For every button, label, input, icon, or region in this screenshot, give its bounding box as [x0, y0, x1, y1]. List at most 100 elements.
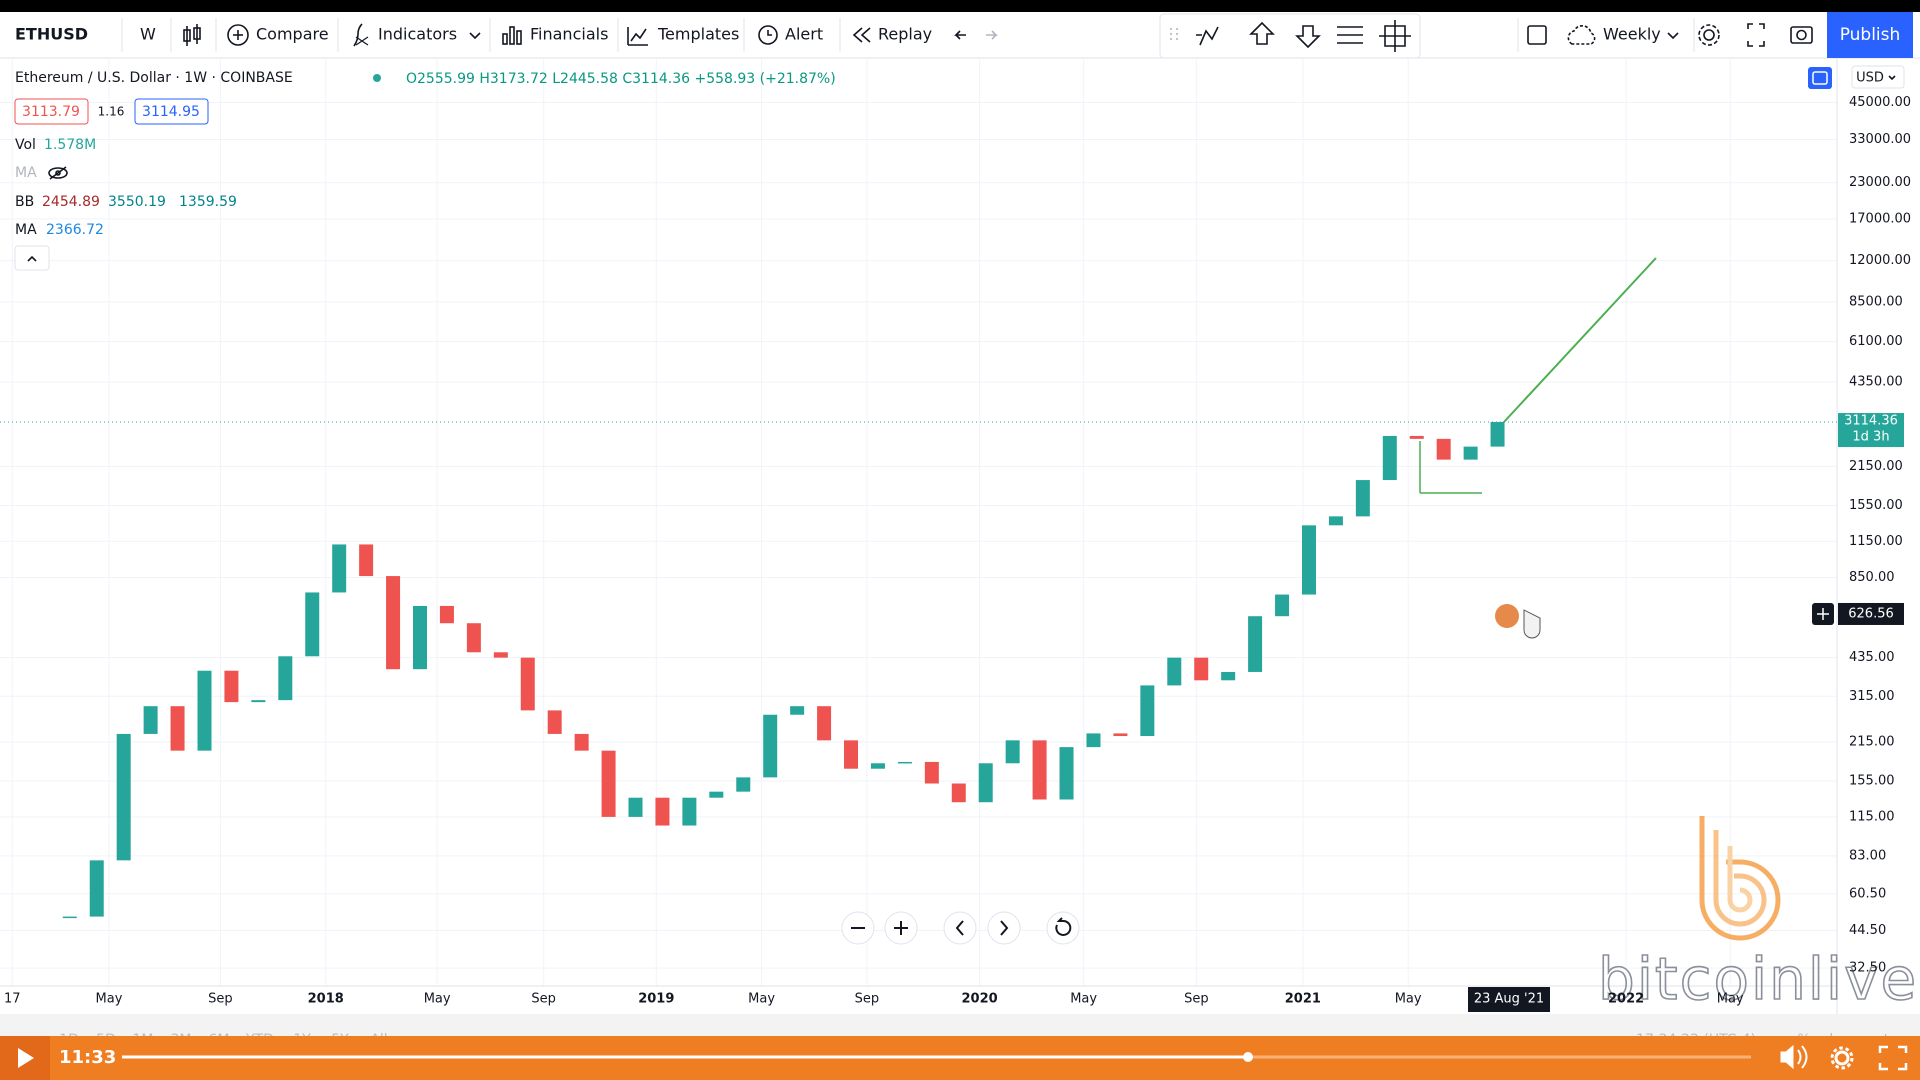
top-strip	[0, 0, 1920, 12]
layout-icon[interactable]	[1527, 25, 1547, 45]
spread: 1.16	[98, 105, 125, 119]
y-tick-label: 60.50	[1849, 886, 1886, 901]
sync-button[interactable]	[1808, 67, 1832, 89]
y-tick-label: 12000.00	[1849, 253, 1911, 268]
toolbar-item[interactable]: Templates	[657, 25, 739, 44]
candle	[170, 706, 185, 751]
candle	[897, 761, 912, 764]
currency-chevron[interactable]	[1888, 75, 1896, 81]
x-tick-label: May	[1395, 992, 1422, 1007]
toolbar-item[interactable]: Replay	[878, 25, 932, 44]
settings-icon[interactable]	[1698, 24, 1720, 46]
toolbar-item[interactable]: Indicators	[378, 25, 457, 44]
publish-label[interactable]: Publish	[1840, 25, 1901, 45]
candle	[520, 657, 535, 711]
interval[interactable]: W	[140, 25, 156, 44]
collapse-icon[interactable]	[27, 255, 37, 262]
fullscreen-icon[interactable]	[1747, 23, 1765, 47]
indicator-name: BB	[15, 194, 34, 210]
toolbar-item[interactable]: Alert	[785, 25, 823, 44]
zoom-out[interactable]	[841, 911, 875, 945]
replay-icon[interactable]	[852, 27, 871, 43]
y-tick-label: 33000.00	[1849, 132, 1911, 147]
y-tick-label: 83.00	[1849, 848, 1886, 863]
drawing-tools[interactable]	[1170, 20, 1411, 52]
candle	[790, 706, 805, 715]
financials-icon[interactable]	[502, 26, 522, 45]
chart-style-icon[interactable]	[183, 24, 201, 46]
candle	[359, 544, 374, 577]
progress-handle[interactable]	[1243, 1052, 1253, 1062]
crosshair-date: 23 Aug '21	[1474, 992, 1544, 1007]
publish-button[interactable]	[1827, 12, 1913, 58]
mouse-cursor	[1523, 609, 1541, 639]
ask-box[interactable]	[134, 98, 209, 125]
compare-icon[interactable]	[227, 24, 249, 46]
x-tick-label: Sep	[855, 992, 880, 1007]
candle	[574, 733, 589, 751]
toolbar-item[interactable]: Compare	[256, 25, 329, 44]
candle	[1113, 733, 1128, 737]
candle	[1490, 422, 1505, 447]
currency[interactable]: USD	[1856, 71, 1884, 86]
y-tick-label: 155.00	[1849, 774, 1895, 789]
x-tick-label: May	[1070, 992, 1097, 1007]
candle	[1221, 671, 1236, 681]
timeframe[interactable]: Weekly	[1603, 25, 1661, 44]
video-controls[interactable]	[1780, 1044, 1908, 1071]
crosshair-add-icon[interactable]	[1817, 607, 1829, 620]
bid[interactable]: 3113.79	[22, 104, 80, 120]
zoom-in[interactable]	[884, 911, 918, 945]
candle	[763, 714, 778, 778]
indicator-value: 2454.89	[42, 194, 100, 210]
grid	[0, 59, 1837, 986]
market-status	[373, 74, 381, 82]
indicator-name: MA	[15, 165, 37, 181]
indicator-value: 1359.59	[179, 194, 237, 210]
candle	[951, 783, 966, 803]
templates-icon[interactable]	[627, 27, 648, 46]
indicator-name: Vol	[15, 137, 36, 153]
alert-icon[interactable]	[758, 25, 778, 45]
candle	[89, 860, 104, 917]
y-tick-label: 2150.00	[1849, 459, 1903, 474]
indicator-legend: Vol 1.578M MA BB 2454.89 3550.19 1359.59 MA 2366…	[15, 137, 237, 238]
scroll-left[interactable]	[943, 911, 977, 945]
cloud-icon[interactable]	[1567, 25, 1596, 45]
play-icon[interactable]	[18, 1048, 34, 1068]
y-tick-label: 1550.00	[1849, 498, 1903, 513]
y-tick-label: 315.00	[1849, 689, 1895, 704]
ask[interactable]: 3114.95	[142, 104, 200, 120]
x-tick-label: 2022	[1608, 992, 1644, 1007]
price-label-box	[1838, 413, 1904, 448]
symbol[interactable]: ETHUSD	[15, 25, 88, 44]
x-tick-label: 2021	[1285, 992, 1321, 1007]
candle	[924, 761, 939, 784]
reset-view[interactable]	[1046, 911, 1080, 945]
candle	[1328, 516, 1343, 526]
candle	[736, 777, 751, 792]
bid-box[interactable]	[14, 98, 89, 125]
hidden-eye-icon[interactable]	[48, 166, 68, 180]
candle	[1032, 740, 1047, 800]
legend-title: Ethereum / U.S. Dollar · 1W · COINBASE	[15, 70, 293, 86]
snapshot-icon[interactable]	[1790, 26, 1813, 44]
timeframe-chevron[interactable]	[1667, 32, 1679, 40]
y-tick-label: 44.50	[1849, 923, 1886, 938]
y-tick-label: 23000.00	[1849, 175, 1911, 190]
indicators-chevron[interactable]	[469, 32, 481, 40]
currency-box[interactable]	[1851, 65, 1905, 89]
undo-icon[interactable]	[954, 30, 966, 40]
range-box	[1419, 441, 1482, 494]
x-tick-label: Sep	[208, 992, 233, 1007]
trend-line	[1490, 257, 1657, 437]
candle	[332, 544, 347, 593]
toolbar-item[interactable]: Financials	[530, 25, 608, 44]
scroll-right[interactable]	[987, 911, 1021, 945]
candle	[143, 706, 158, 734]
candle	[601, 750, 616, 817]
candle	[870, 763, 885, 769]
indicators-icon[interactable]	[353, 23, 369, 47]
redo-icon	[986, 30, 998, 40]
